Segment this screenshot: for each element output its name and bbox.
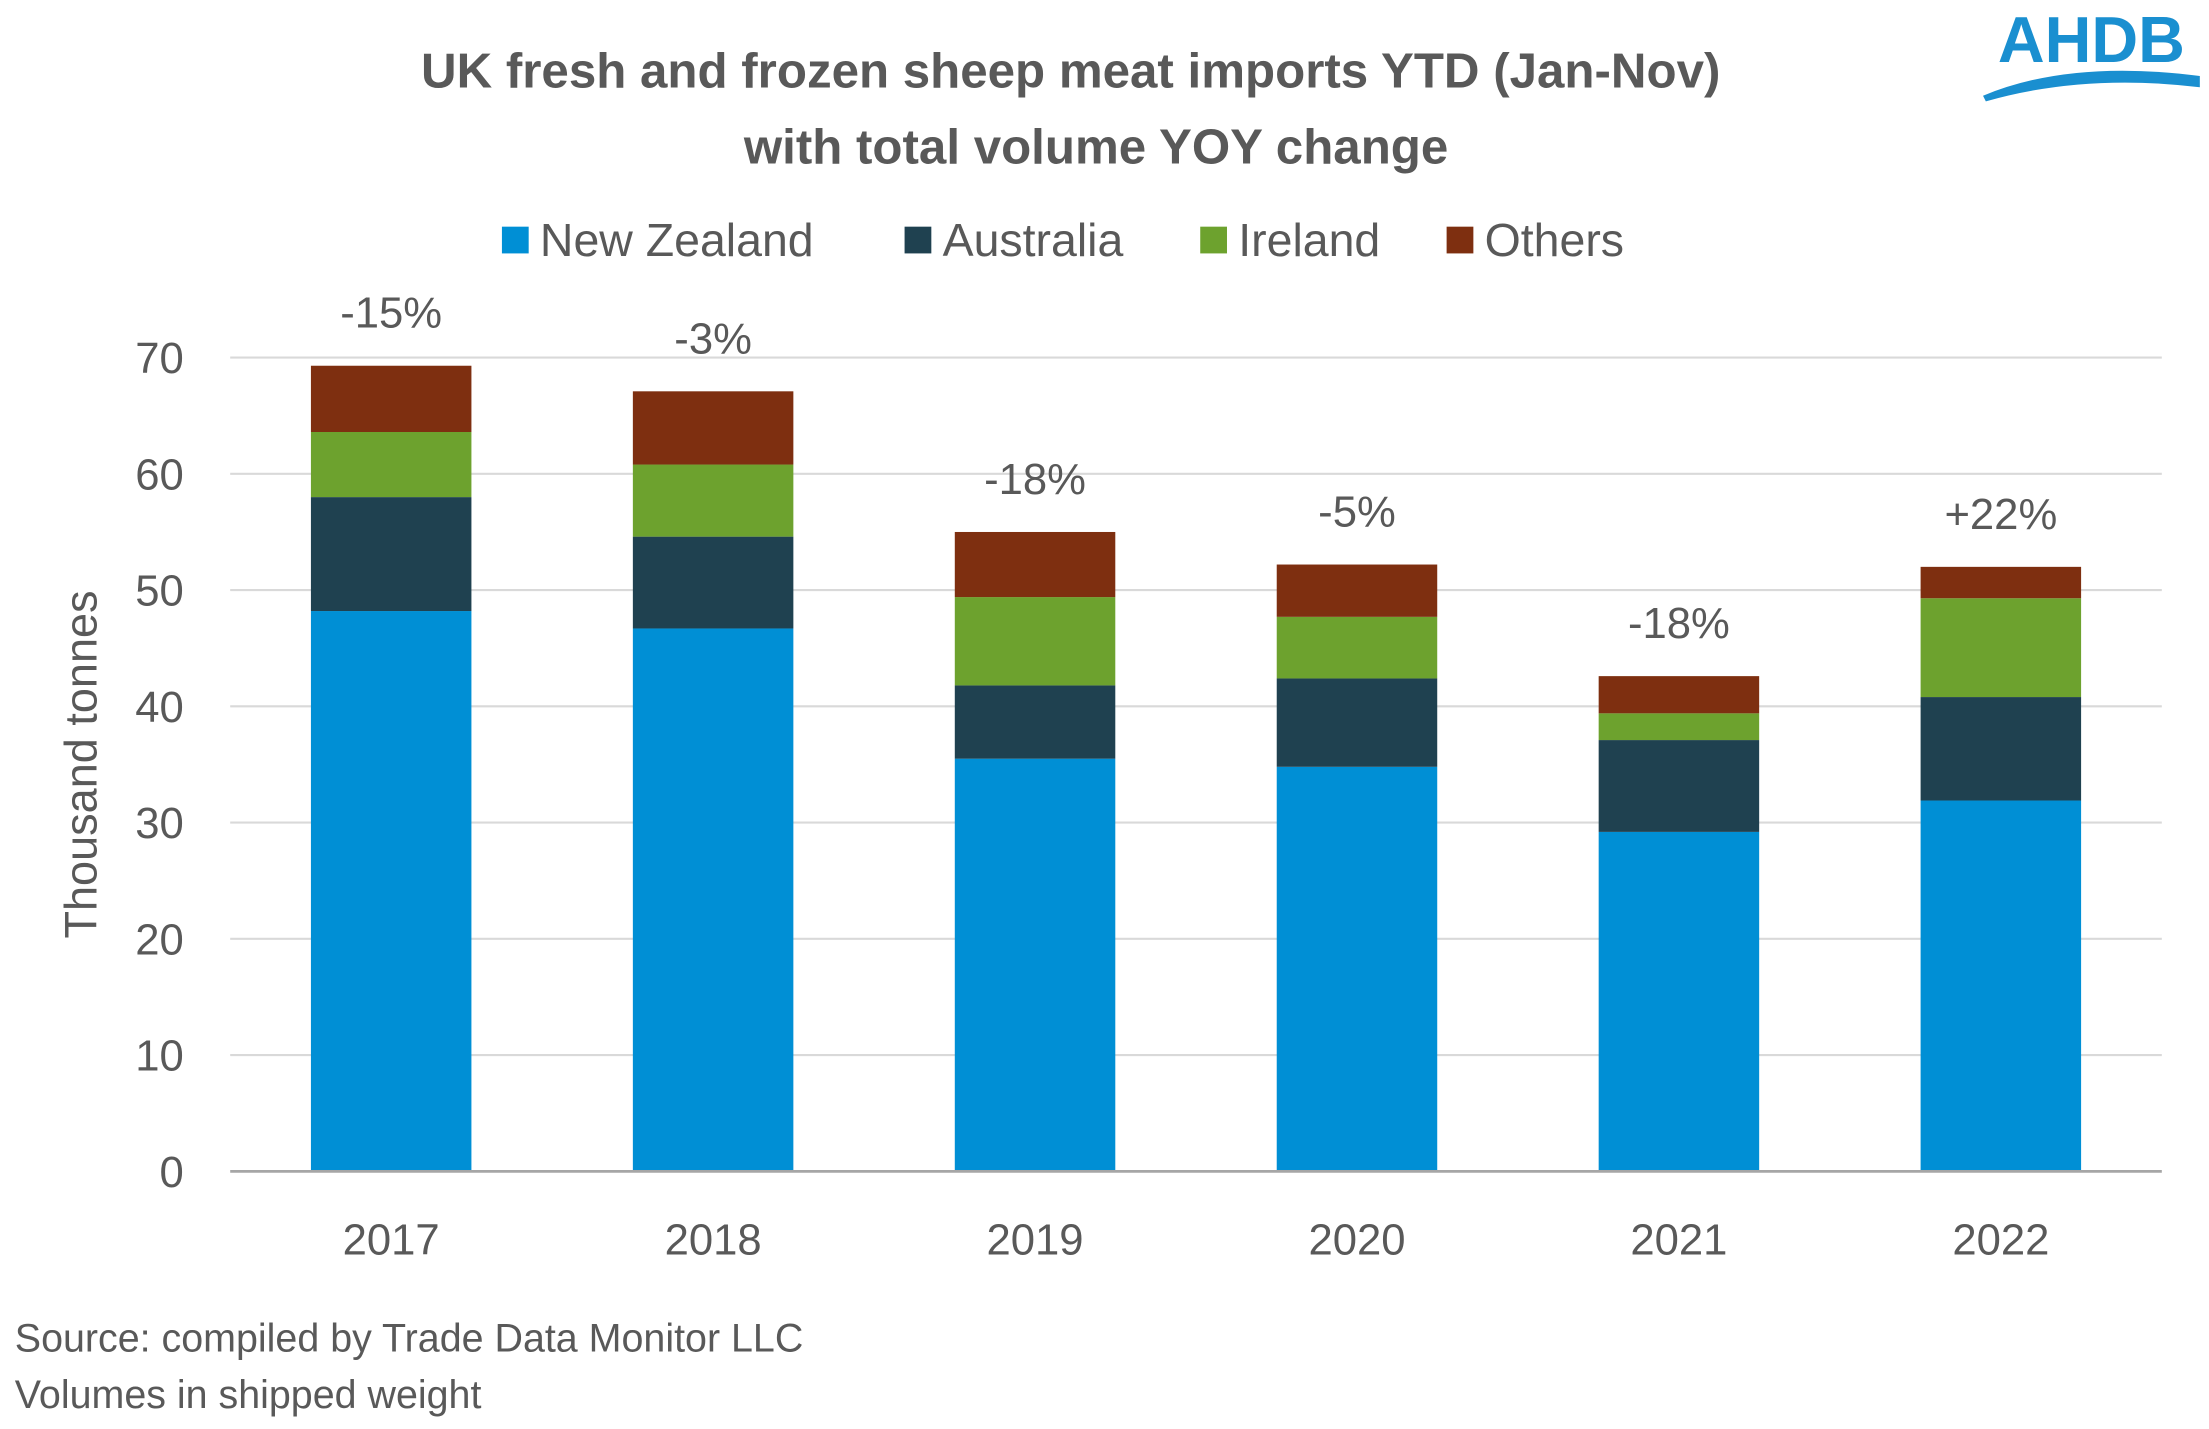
bar-new-zealand-2019 <box>954 758 1116 1172</box>
ahdb-logo: AHDB <box>1983 3 2200 102</box>
y-tick-label: 10 <box>135 1032 184 1081</box>
bar-ireland-2022 <box>1920 598 2082 698</box>
x-axis-ticks: 2017 2018 2019 2020 2021 2022 <box>343 1215 2050 1264</box>
yoy-annotations: -15% -3% -18% -5% -18% +22% <box>340 289 2057 648</box>
bar-new-zealand-2022 <box>1920 800 2082 1172</box>
bar-others-2022 <box>1920 566 2082 599</box>
legend-label: Others <box>1485 214 1624 266</box>
y-tick-label: 40 <box>135 683 184 732</box>
y-tick-label: 30 <box>135 799 184 848</box>
footnote-volumes: Volumes in shipped weight <box>15 1373 482 1417</box>
x-tick-label: 2021 <box>1630 1215 1727 1264</box>
x-tick-label: 2022 <box>1952 1215 2049 1264</box>
x-tick-label: 2018 <box>665 1215 762 1264</box>
y-axis-label: Thousand tonnes <box>55 590 106 938</box>
bar-ireland-2021 <box>1598 713 1760 741</box>
legend-label: Australia <box>943 214 1124 266</box>
legend-swatch <box>1446 226 1474 254</box>
footnote-source: Source: compiled by Trade Data Monitor L… <box>15 1317 804 1361</box>
y-tick-label: 20 <box>135 915 184 964</box>
y-tick-label: 50 <box>135 567 184 616</box>
legend-swatch <box>1200 226 1227 254</box>
yoy-change-label: -3% <box>674 314 752 363</box>
bar-ireland-2019 <box>954 597 1116 686</box>
yoy-change-label: +22% <box>1944 490 2057 539</box>
bar-australia-2022 <box>1920 697 2082 801</box>
legend-label: Ireland <box>1238 214 1380 266</box>
bar-new-zealand-2021 <box>1598 831 1760 1172</box>
x-tick-label: 2020 <box>1308 1215 1405 1264</box>
bar-new-zealand-2018 <box>632 628 794 1172</box>
bars <box>310 365 2082 1172</box>
bar-new-zealand-2017 <box>310 611 472 1172</box>
yoy-change-label: -15% <box>340 289 442 338</box>
bar-australia-2019 <box>954 685 1116 759</box>
y-tick-label: 70 <box>135 334 184 383</box>
legend: New Zealand Australia Ireland Others <box>501 214 1624 266</box>
y-tick-label: 60 <box>135 450 184 499</box>
bar-australia-2018 <box>632 536 794 629</box>
bar-ireland-2018 <box>632 464 794 537</box>
logo-text: AHDB <box>1998 3 2185 76</box>
bar-australia-2017 <box>310 497 472 612</box>
legend-label: New Zealand <box>540 214 814 266</box>
bar-others-2019 <box>954 531 1116 598</box>
bar-others-2017 <box>310 365 472 433</box>
y-axis-ticks: 0 10 20 30 40 50 60 70 <box>135 334 184 1197</box>
yoy-change-label: -18% <box>1628 599 1730 648</box>
bar-others-2020 <box>1276 564 1438 617</box>
bar-ireland-2020 <box>1276 616 1438 679</box>
bar-others-2021 <box>1598 676 1760 714</box>
x-tick-label: 2019 <box>987 1215 1084 1264</box>
gridlines <box>230 356 2162 1057</box>
legend-swatch <box>904 226 932 254</box>
bar-australia-2020 <box>1276 678 1438 767</box>
yoy-change-label: -18% <box>984 455 1086 504</box>
yoy-change-label: -5% <box>1318 488 1396 537</box>
bar-others-2018 <box>632 391 794 465</box>
chart-title: UK fresh and frozen sheep meat imports Y… <box>421 43 1720 98</box>
bar-new-zealand-2020 <box>1276 766 1438 1172</box>
legend-swatch <box>501 226 529 254</box>
logo-wave <box>1983 70 2200 102</box>
bar-ireland-2017 <box>310 432 472 498</box>
chart-subtitle: with total volume YOY change <box>743 119 1448 174</box>
y-tick-label: 0 <box>159 1148 183 1197</box>
x-tick-label: 2017 <box>343 1215 440 1264</box>
bar-australia-2021 <box>1598 740 1760 832</box>
